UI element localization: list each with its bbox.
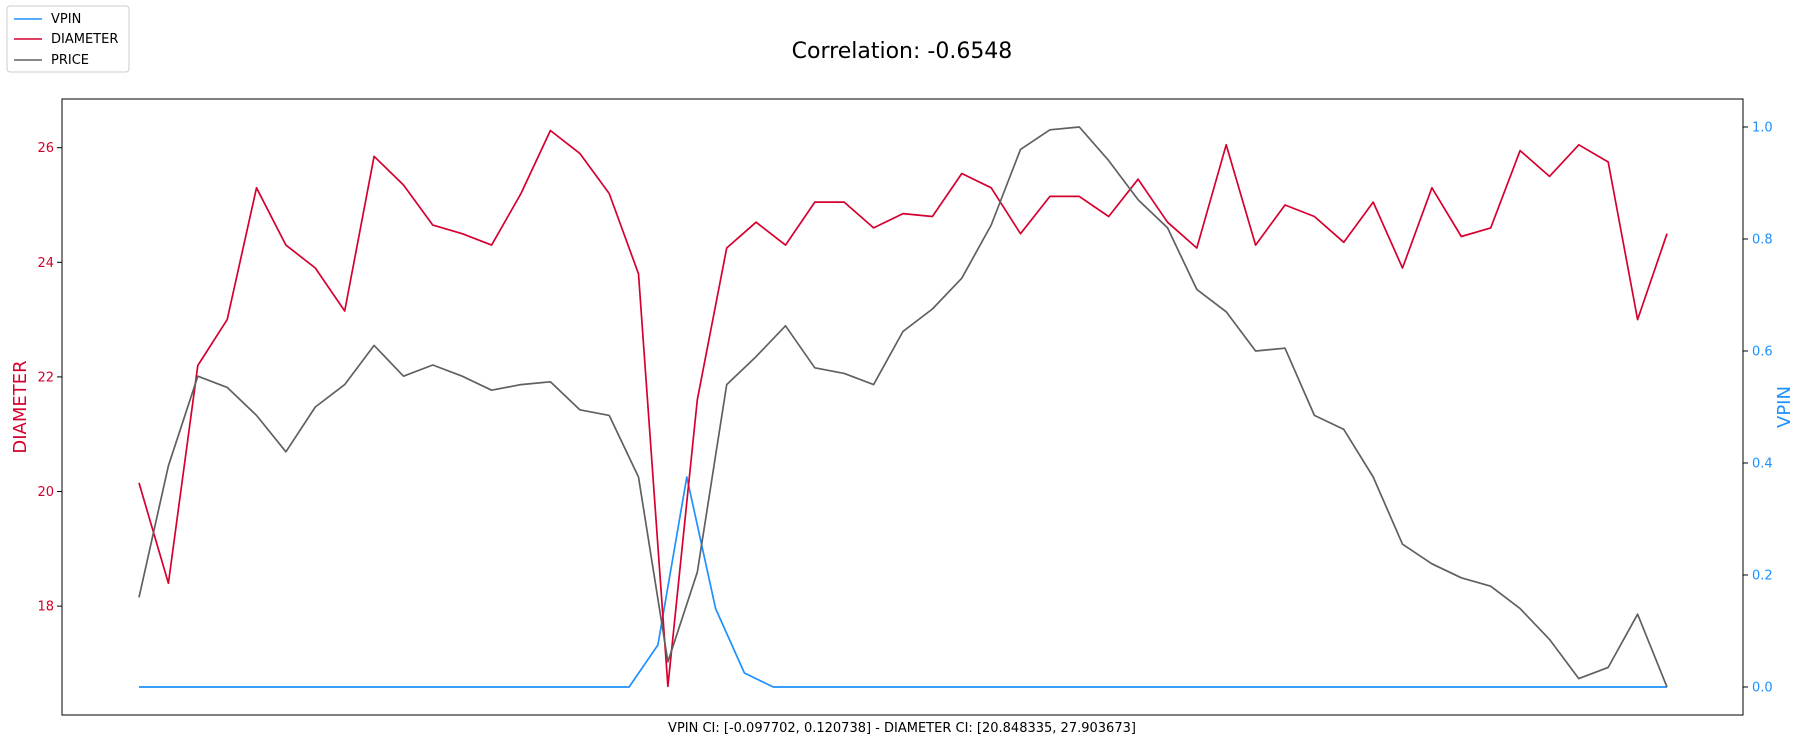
legend-frame xyxy=(6,5,130,73)
legend-label-price: PRICE xyxy=(51,53,89,68)
right-tick-label: 0.2 xyxy=(1752,569,1773,584)
right-axis-label: VPIN xyxy=(1774,386,1795,428)
right-tick-label: 0.4 xyxy=(1752,457,1773,472)
left-tick-label: 18 xyxy=(37,600,54,615)
right-tick-label: 0.8 xyxy=(1752,233,1773,248)
legend: VPIN DIAMETER PRICE xyxy=(6,5,130,73)
right-axis-ticks: 0.0 0.2 0.4 0.6 0.8 1.0 xyxy=(1743,121,1773,696)
left-axis-label: DIAMETER xyxy=(10,360,31,453)
right-tick-label: 0.6 xyxy=(1752,345,1773,360)
left-tick-label: 22 xyxy=(37,370,54,385)
left-tick-label: 26 xyxy=(37,141,54,156)
legend-label-diameter: DIAMETER xyxy=(51,32,118,47)
left-tick-label: 20 xyxy=(37,485,54,500)
plot-frame xyxy=(61,98,1744,716)
series-line-price xyxy=(138,126,1668,688)
left-tick-label: 24 xyxy=(37,256,54,271)
series-line-vpin xyxy=(139,476,1667,688)
series-layer xyxy=(138,126,1668,688)
legend-label-vpin: VPIN xyxy=(51,12,81,27)
series-line-diameter xyxy=(138,129,1668,688)
ci-footer: VPIN CI: [-0.097702, 0.120738] - DIAMETE… xyxy=(668,721,1136,736)
left-axis-ticks: 18 20 22 24 26 xyxy=(37,141,62,615)
right-tick-label: 1.0 xyxy=(1752,121,1773,136)
chart-title: Correlation: -0.6548 xyxy=(792,39,1013,64)
right-tick-label: 0.0 xyxy=(1752,681,1773,696)
